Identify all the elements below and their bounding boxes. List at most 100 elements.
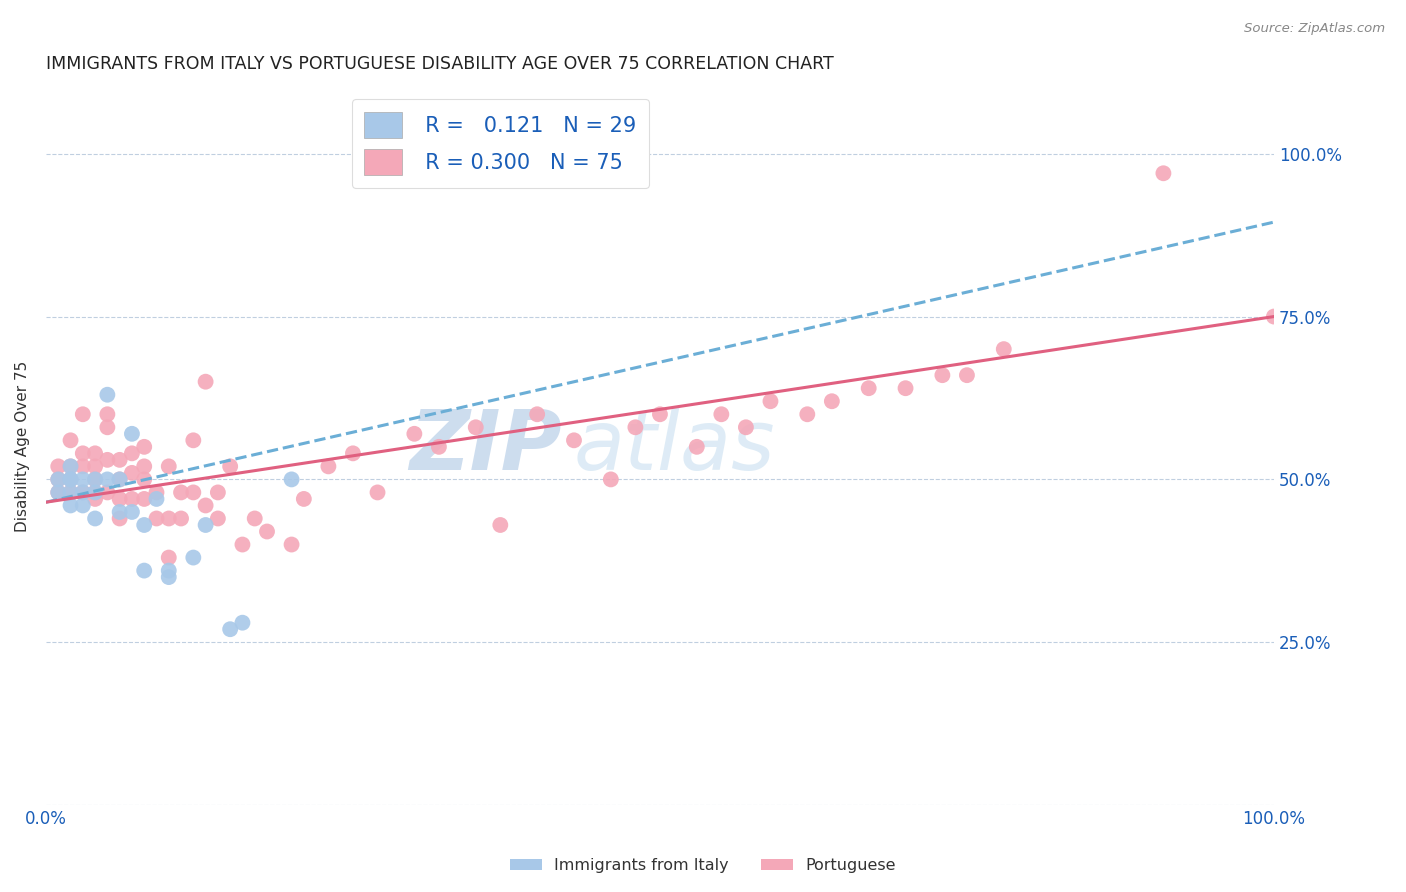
Point xyxy=(1263,310,1285,324)
Point xyxy=(145,511,167,525)
Point xyxy=(821,394,844,409)
Point xyxy=(931,368,953,383)
Text: Source: ZipAtlas.com: Source: ZipAtlas.com xyxy=(1244,22,1385,36)
Point xyxy=(72,485,94,500)
Point xyxy=(194,518,217,533)
Point xyxy=(121,491,143,506)
Point xyxy=(170,511,193,525)
Point xyxy=(526,407,548,421)
Point xyxy=(342,446,364,460)
Point xyxy=(219,622,242,636)
Point xyxy=(231,537,253,551)
Point xyxy=(84,511,107,525)
Point xyxy=(121,446,143,460)
Point xyxy=(59,459,82,474)
Legend:   R =   0.121   N = 29,   R = 0.300   N = 75: R = 0.121 N = 29, R = 0.300 N = 75 xyxy=(352,99,650,188)
Point xyxy=(72,499,94,513)
Point xyxy=(84,459,107,474)
Point xyxy=(59,499,82,513)
Point xyxy=(84,485,107,500)
Point xyxy=(46,485,69,500)
Point xyxy=(367,485,389,500)
Point xyxy=(121,505,143,519)
Point xyxy=(108,472,131,486)
Point xyxy=(157,550,180,565)
Point xyxy=(710,407,733,421)
Point xyxy=(194,375,217,389)
Point xyxy=(72,407,94,421)
Point xyxy=(318,459,340,474)
Point xyxy=(134,459,156,474)
Point xyxy=(280,472,302,486)
Point xyxy=(145,491,167,506)
Point xyxy=(183,550,205,565)
Point xyxy=(96,420,118,434)
Point xyxy=(735,420,758,434)
Point xyxy=(157,570,180,584)
Point xyxy=(108,472,131,486)
Point xyxy=(121,466,143,480)
Point xyxy=(464,420,486,434)
Point xyxy=(404,426,426,441)
Point xyxy=(59,472,82,486)
Point xyxy=(46,485,69,500)
Point xyxy=(256,524,278,539)
Point xyxy=(96,388,118,402)
Point xyxy=(72,472,94,486)
Point xyxy=(121,426,143,441)
Point xyxy=(59,472,82,486)
Point xyxy=(108,505,131,519)
Point xyxy=(956,368,979,383)
Point xyxy=(46,472,69,486)
Point xyxy=(59,485,82,500)
Point xyxy=(59,485,82,500)
Point xyxy=(84,485,107,500)
Y-axis label: Disability Age Over 75: Disability Age Over 75 xyxy=(15,361,30,533)
Point xyxy=(489,518,512,533)
Point xyxy=(72,459,94,474)
Text: atlas: atlas xyxy=(574,407,776,487)
Point xyxy=(72,446,94,460)
Point xyxy=(796,407,818,421)
Point xyxy=(46,459,69,474)
Point xyxy=(1152,166,1174,180)
Point xyxy=(894,381,917,395)
Point xyxy=(759,394,782,409)
Point xyxy=(427,440,450,454)
Point xyxy=(145,485,167,500)
Point xyxy=(108,511,131,525)
Point xyxy=(84,472,107,486)
Point xyxy=(157,459,180,474)
Point xyxy=(231,615,253,630)
Point xyxy=(280,537,302,551)
Point xyxy=(134,440,156,454)
Point xyxy=(134,491,156,506)
Point xyxy=(84,472,107,486)
Point xyxy=(157,564,180,578)
Text: IMMIGRANTS FROM ITALY VS PORTUGUESE DISABILITY AGE OVER 75 CORRELATION CHART: IMMIGRANTS FROM ITALY VS PORTUGUESE DISA… xyxy=(46,55,834,73)
Point xyxy=(84,446,107,460)
Point xyxy=(108,491,131,506)
Point xyxy=(72,485,94,500)
Point xyxy=(108,453,131,467)
Point xyxy=(292,491,315,506)
Point xyxy=(170,485,193,500)
Point xyxy=(183,434,205,448)
Point xyxy=(59,459,82,474)
Point xyxy=(96,472,118,486)
Point xyxy=(194,499,217,513)
Point xyxy=(993,342,1015,356)
Point xyxy=(96,485,118,500)
Point xyxy=(207,511,229,525)
Point xyxy=(59,434,82,448)
Point xyxy=(562,434,585,448)
Legend: Immigrants from Italy, Portuguese: Immigrants from Italy, Portuguese xyxy=(503,852,903,880)
Point xyxy=(96,407,118,421)
Point xyxy=(183,485,205,500)
Point xyxy=(858,381,880,395)
Point xyxy=(243,511,266,525)
Point xyxy=(219,459,242,474)
Point xyxy=(686,440,709,454)
Point xyxy=(207,485,229,500)
Point xyxy=(599,472,621,486)
